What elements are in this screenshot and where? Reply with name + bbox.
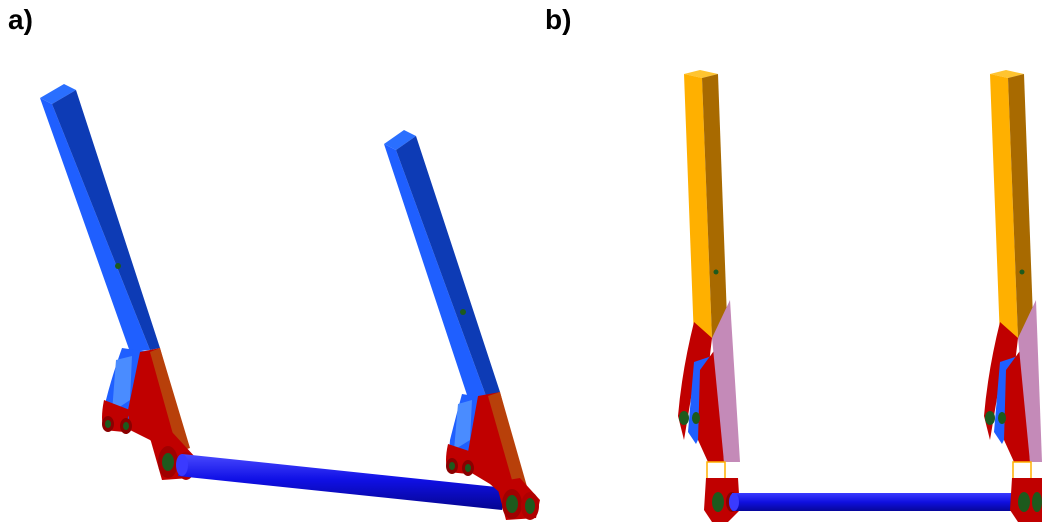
- right-b-lower-pin-2: [1032, 492, 1042, 512]
- left-arm-pin: [115, 263, 121, 269]
- left-arm-side-face: [52, 90, 160, 350]
- right-arm-side-face: [396, 136, 500, 396]
- right-link-orange: [488, 392, 528, 494]
- right-b-pin-2: [998, 412, 1006, 424]
- right-joint-a: [446, 392, 540, 520]
- cross-tube-b: [729, 493, 1022, 511]
- right-arm-pin: [460, 309, 466, 315]
- right-lower-pin: [506, 495, 518, 513]
- left-lower-pin: [162, 453, 174, 471]
- right-b-lower-pin: [1018, 492, 1030, 512]
- left-b-lower-pin: [712, 492, 724, 512]
- left-b-red-outer: [678, 322, 712, 440]
- cross-tube-a: [176, 454, 506, 510]
- right-upright-top: [990, 70, 1024, 78]
- left-link-orange: [150, 348, 190, 452]
- left-upright-top: [684, 70, 718, 78]
- panel-a-drawing: [40, 84, 540, 520]
- right-b-red-outer: [984, 322, 1018, 440]
- left-arm-front-face: [40, 98, 150, 352]
- right-upright-pin: [1019, 269, 1025, 275]
- left-upright-front: [684, 74, 712, 340]
- right-bracket-highlight: [454, 400, 472, 450]
- right-ear-pin-1: [449, 462, 455, 470]
- right-b-pin-1: [985, 411, 995, 425]
- panel-label-b: b): [545, 4, 572, 35]
- tube-b-end-left: [729, 493, 739, 511]
- left-bracket-highlight: [112, 356, 132, 412]
- left-b-pin-1: [679, 411, 689, 425]
- right-upright-front: [990, 74, 1018, 340]
- left-b-pink-link: [712, 300, 740, 462]
- left-arm-a: [40, 84, 160, 352]
- panel-label-a: a): [8, 4, 33, 35]
- left-lower-b: [678, 300, 740, 522]
- panel-b-drawing: [678, 70, 1042, 522]
- left-ear-pin-1: [105, 420, 111, 428]
- right-arm-front-face: [384, 144, 486, 398]
- tube-body: [178, 454, 506, 510]
- right-lower-pin-2: [525, 498, 535, 514]
- left-b-pin-2: [692, 412, 700, 424]
- right-arm-top-face: [384, 130, 416, 150]
- right-lower-b: [984, 300, 1042, 522]
- left-ear-pin-2: [123, 422, 129, 430]
- left-joint-a: [102, 348, 196, 480]
- tube-end-left: [176, 454, 188, 476]
- tube-b-body: [732, 493, 1022, 511]
- right-b-pink-link: [1018, 300, 1042, 462]
- right-arm-a: [384, 130, 500, 398]
- left-arm-top-face: [40, 84, 76, 104]
- right-ear-pin-2: [465, 464, 471, 472]
- left-upright-pin: [713, 269, 719, 275]
